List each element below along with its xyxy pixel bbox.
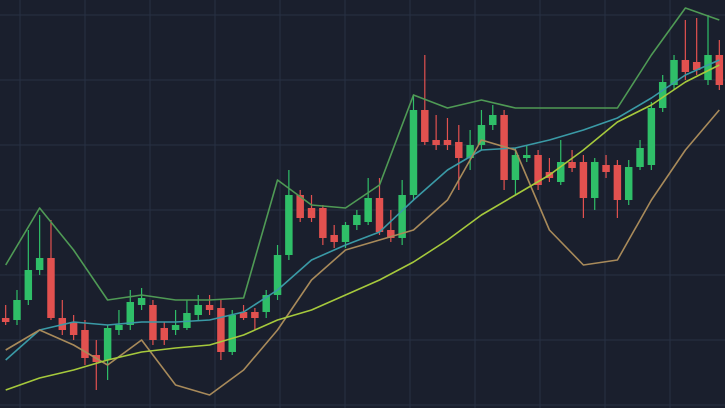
candle-body [353,215,361,225]
candle-body [715,55,724,85]
indicator-line [5,64,720,391]
indicator-line [5,7,720,301]
candle-body [398,195,406,238]
candle-body [466,145,474,158]
indicator-line [5,109,720,396]
candle-body [319,208,327,238]
candle-body [262,295,270,312]
candle-body [183,313,191,328]
candle-body [13,300,21,320]
candle-body [489,115,497,125]
candle-body [409,110,418,195]
candle-body [387,230,395,238]
candle-body [24,270,33,300]
candle-body [375,198,384,232]
candle-body [658,82,667,108]
candle-body [285,195,293,255]
candle-body [443,140,452,145]
candle-body [647,108,656,165]
candle-body [217,308,225,352]
indicator-line [5,59,720,361]
candle-body [432,140,440,145]
candle-body [115,325,123,330]
candle-body [35,258,44,270]
candle-body [511,155,520,180]
candle-body [160,328,168,340]
candle-body [251,312,259,318]
candle-body [534,155,542,185]
candle-body [273,255,282,295]
candle-body [296,195,304,218]
candle-body [568,162,576,168]
candle-body [523,155,531,158]
candle-body [103,328,112,360]
candle-body [330,235,338,242]
candle-body [307,208,316,218]
candle-body [704,55,712,80]
candle-body [579,162,588,198]
candle-body [681,60,690,72]
candle-body [692,62,701,70]
candle-body [69,322,78,335]
candle-body [455,142,463,158]
candle-body [421,110,429,142]
candle-body [590,162,599,198]
candle-body [171,325,180,330]
candle-body [602,165,610,172]
candle-body [81,330,89,358]
candle-body [47,258,55,318]
candle-body [194,305,202,315]
candle-body [477,125,486,145]
candle-body [613,165,622,200]
candle-body [624,167,633,200]
candle-body [239,312,248,318]
candle-body [205,305,214,310]
candle-body [1,318,10,322]
candle-body [341,225,350,242]
candle-body [364,198,372,222]
candle-body [557,162,565,182]
candle-body [228,315,236,352]
candle-body [636,148,644,167]
candle-body [670,60,678,85]
candle-body [137,298,146,305]
candle-body [126,302,135,325]
